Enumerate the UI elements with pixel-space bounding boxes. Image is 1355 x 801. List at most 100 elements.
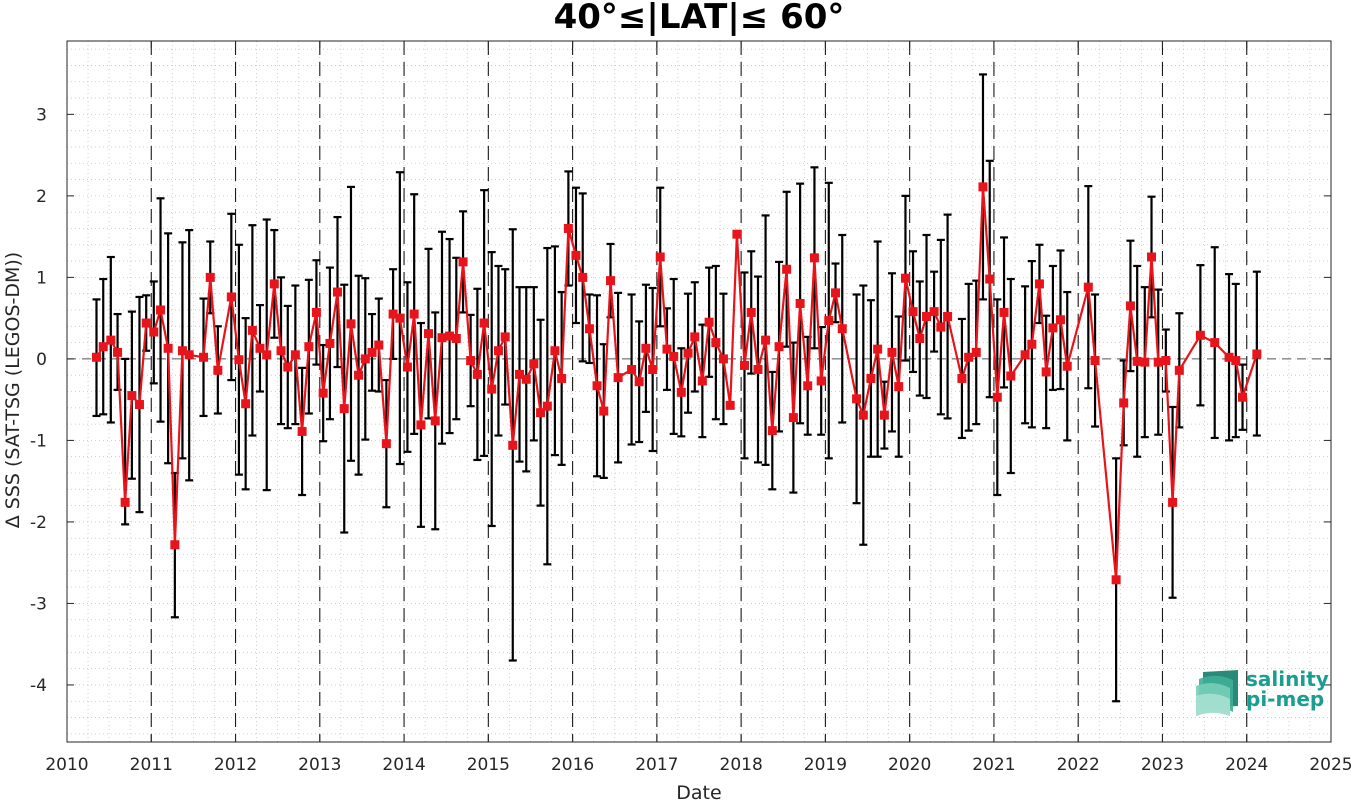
data-point xyxy=(402,362,412,372)
data-point xyxy=(515,369,525,379)
data-point xyxy=(584,324,594,334)
data-point xyxy=(381,439,391,449)
data-point xyxy=(141,318,151,328)
data-point xyxy=(866,373,876,383)
data-point xyxy=(500,332,510,342)
data-point xyxy=(311,307,321,317)
data-point xyxy=(149,327,159,337)
data-point xyxy=(634,377,644,387)
data-point xyxy=(409,309,419,319)
x-tick-label: 2022 xyxy=(1057,755,1100,775)
plot-frame xyxy=(66,40,1332,743)
data-point xyxy=(676,387,686,397)
data-point xyxy=(339,404,349,414)
y-tick-label: 0 xyxy=(36,350,47,370)
data-point xyxy=(908,307,918,317)
year-boundaries xyxy=(150,41,1248,742)
x-tick-label: 2015 xyxy=(467,755,510,775)
data-point xyxy=(1210,338,1220,348)
data-point xyxy=(430,416,440,426)
data-point xyxy=(648,364,658,374)
data-point xyxy=(521,374,531,384)
data-point xyxy=(226,292,236,302)
data-point xyxy=(683,348,693,358)
data-point xyxy=(1252,349,1262,359)
data-point xyxy=(985,274,995,284)
x-tick-label: 2013 xyxy=(298,755,341,775)
data-point xyxy=(774,342,784,352)
data-point xyxy=(697,376,707,386)
data-point xyxy=(718,354,728,364)
data-point xyxy=(360,354,370,364)
data-point xyxy=(325,338,335,348)
data-point xyxy=(879,410,889,420)
data-point xyxy=(957,373,967,383)
data-point xyxy=(1062,361,1072,371)
logo-line1: salinity xyxy=(1246,667,1329,691)
data-point xyxy=(1161,356,1171,366)
data-point xyxy=(395,313,405,323)
data-point xyxy=(964,352,974,362)
data-point xyxy=(662,344,672,354)
x-tick-label: 2017 xyxy=(635,755,678,775)
data-point xyxy=(127,391,137,401)
data-point xyxy=(1048,323,1058,333)
data-point xyxy=(1111,575,1121,585)
data-point xyxy=(437,333,447,343)
x-tick-label: 2014 xyxy=(382,755,425,775)
data-point xyxy=(508,440,518,450)
data-point xyxy=(655,252,665,262)
data-point xyxy=(900,273,910,283)
data-point xyxy=(458,257,468,267)
data-point xyxy=(106,335,116,345)
data-point xyxy=(795,298,805,308)
data-point xyxy=(424,329,434,339)
data-point xyxy=(542,401,552,411)
data-point xyxy=(91,352,101,362)
data-point xyxy=(1090,356,1100,366)
data-point xyxy=(690,332,700,342)
data-point xyxy=(915,334,925,344)
data-point xyxy=(297,426,307,436)
data-point xyxy=(992,392,1002,402)
data-point xyxy=(831,288,841,298)
data-point xyxy=(592,381,602,391)
data-point xyxy=(367,347,377,357)
data-point xyxy=(753,364,763,374)
data-point xyxy=(479,318,489,328)
data-point xyxy=(1056,315,1066,325)
data-point xyxy=(1027,339,1037,349)
data-point xyxy=(1153,357,1163,367)
data-point xyxy=(725,400,735,410)
y-tick-labels: 3 2 1 0 -1 -2 -3 -4 xyxy=(30,105,47,696)
data-point xyxy=(1132,356,1142,366)
data-point xyxy=(205,272,215,282)
data-point xyxy=(887,347,897,357)
data-point xyxy=(1174,365,1184,375)
data-point xyxy=(346,319,356,329)
data-point xyxy=(929,307,939,317)
data-point xyxy=(978,182,988,192)
data-point xyxy=(550,346,560,356)
data-point xyxy=(873,344,883,354)
x-tick-label: 2012 xyxy=(214,755,257,775)
data-point xyxy=(120,497,130,507)
data-point xyxy=(746,307,756,317)
logo-wave-icon xyxy=(1196,670,1238,716)
data-point xyxy=(824,316,834,326)
chart-title: 40°≤|LAT|≤ 60° xyxy=(554,0,845,37)
data-point xyxy=(557,373,567,383)
data-point xyxy=(740,360,750,370)
data-point xyxy=(1147,252,1157,262)
data-point xyxy=(213,365,223,375)
x-tick-label: 2020 xyxy=(888,755,931,775)
data-point xyxy=(704,317,714,327)
series-markers xyxy=(91,182,1262,585)
data-point xyxy=(1231,356,1241,366)
data-point xyxy=(247,325,257,335)
data-point xyxy=(837,324,847,334)
data-point xyxy=(732,229,742,239)
data-point xyxy=(858,410,868,420)
data-point xyxy=(374,340,384,350)
